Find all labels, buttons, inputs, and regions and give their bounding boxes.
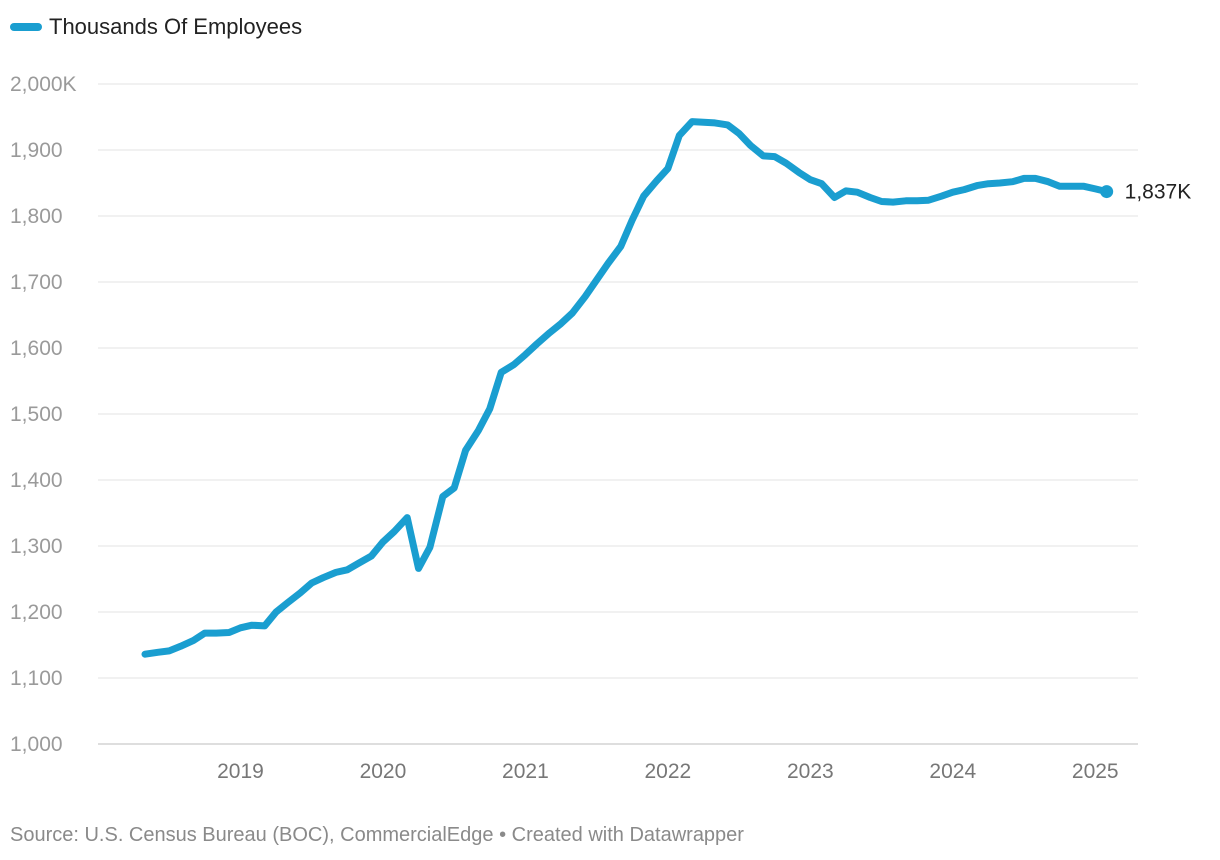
- source-note: Source: U.S. Census Bureau (BOC), Commer…: [10, 824, 744, 846]
- y-axis-ticks: 1,000 1,100 1,200 1,300 1,400 1,500 1,600 1,700…: [10, 73, 77, 756]
- legend: Thousands Of Employees: [10, 14, 302, 40]
- y-tick-label: 1,800: [10, 205, 63, 228]
- y-tick-label: 1,100: [10, 667, 63, 690]
- end-point-marker: [1100, 185, 1114, 199]
- y-tick-label: 1,200: [10, 601, 63, 624]
- x-axis-ticks: 2019 2020 2021 2022 2023 2024 2025: [217, 760, 1119, 783]
- y-tick-label: 1,000: [10, 733, 63, 756]
- y-tick-label: 2,000K: [10, 73, 77, 96]
- y-tick-label: 1,400: [10, 469, 63, 492]
- x-tick-label: 2021: [502, 760, 549, 783]
- x-tick-label: 2020: [360, 760, 407, 783]
- legend-swatch: [10, 23, 42, 31]
- x-tick-label: 2023: [787, 760, 834, 783]
- series-group: [141, 118, 1114, 658]
- x-tick-label: 2019: [217, 760, 264, 783]
- y-tick-label: 1,500: [10, 403, 63, 426]
- x-tick-label: 2024: [929, 760, 976, 783]
- x-tick-label: 2022: [645, 760, 692, 783]
- grid-lines: [98, 83, 1138, 745]
- y-tick-label: 1,300: [10, 535, 63, 558]
- end-value-label: 1,837K: [1125, 181, 1192, 204]
- y-tick-label: 1,700: [10, 271, 63, 294]
- y-tick-label: 1,600: [10, 337, 63, 360]
- legend-label: Thousands Of Employees: [49, 14, 303, 39]
- series-line: [141, 118, 1111, 658]
- x-tick-label: 2025: [1072, 760, 1119, 783]
- y-tick-label: 1,900: [10, 139, 63, 162]
